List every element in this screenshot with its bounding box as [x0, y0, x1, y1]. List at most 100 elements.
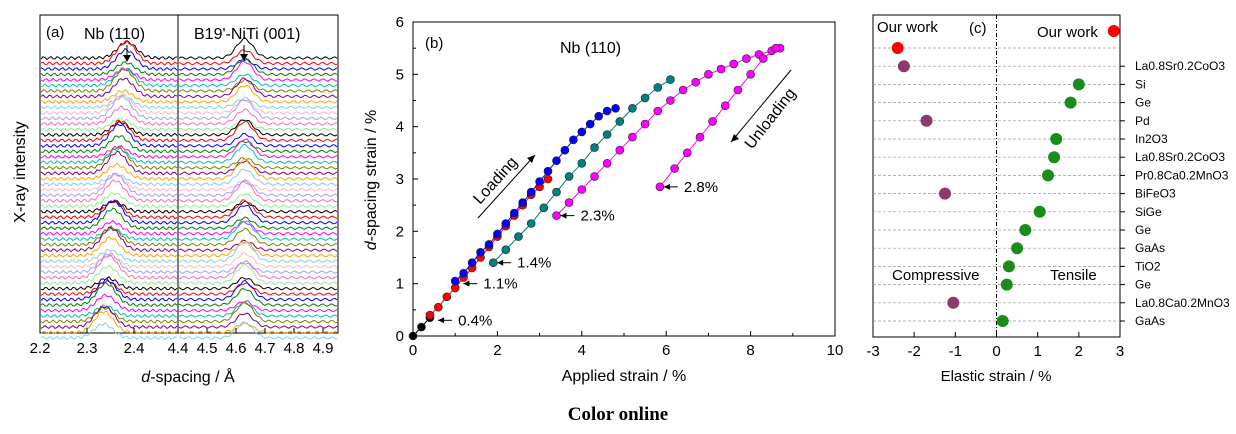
strain-point [1002, 260, 1015, 273]
row-label: Si [1135, 77, 1146, 91]
niti-spectrum-24 [178, 168, 337, 187]
panel-b-ylabel: d-spacing strain / % [363, 110, 380, 251]
panel-a-right-tick-label: 4.5 [197, 340, 218, 357]
data-point [493, 229, 502, 239]
strain-point [1019, 224, 1032, 236]
data-point [653, 106, 663, 116]
niti-spectrum-27 [178, 180, 338, 203]
data-point [602, 130, 612, 139]
data-point [467, 258, 477, 268]
unloading-arrowhead [731, 134, 739, 142]
niti-spectrum-52 [178, 321, 338, 340]
data-point [602, 159, 612, 168]
strain-point [947, 296, 960, 309]
row-label: TiO2 [1135, 259, 1161, 273]
panel-a: 2.2 2.3 2.4 4.4 4.5 4.6 4.7 4.8 4.9 (a) Nb (110)… [12, 14, 339, 386]
compressive-label: Compressive [892, 267, 980, 284]
data-point [577, 185, 587, 194]
panel-a-right-title: B19'-NiTi (001) [194, 26, 301, 43]
annotation-label: 2.8% [684, 179, 718, 196]
panel-b-annotations: 0.4% 1.1%1.4% 2.3% 2.8% [438, 179, 718, 329]
data-point [501, 245, 511, 254]
nb-spectrum-43 [40, 276, 178, 291]
data-point [526, 187, 536, 197]
data-point [666, 96, 675, 105]
data-point [771, 43, 781, 53]
panel-b-xtick-label: 6 [662, 342, 670, 359]
niti-spectrum-48 [178, 301, 338, 318]
data-point [695, 132, 705, 142]
panel-b-ytick-label: 3 [396, 171, 404, 188]
panel-a-ticks: 2.2 2.3 2.4 4.4 4.5 4.6 4.7 4.8 4.9 [30, 328, 334, 357]
panel-a-right-tick-label: 4.7 [255, 340, 276, 357]
data-point [459, 268, 468, 278]
row-label: Ge [1135, 96, 1151, 110]
niti-spectrum-49 [178, 301, 338, 324]
nb-spectrum-40 [40, 252, 178, 275]
panel-b-ytick-label: 2 [396, 223, 404, 240]
panel-a-right-tick-label: 4.6 [226, 340, 247, 357]
data-point [552, 187, 561, 197]
niti-spectrum-26 [178, 178, 338, 197]
data-point [691, 77, 701, 87]
data-point [611, 104, 620, 113]
niti-spectrum-47 [178, 300, 338, 313]
panel-a-right-frame [177, 14, 339, 334]
panel-a-xlabel-rest: -spacing / Å [150, 367, 235, 386]
strain-point [1033, 205, 1046, 218]
nb-spectrum-25 [40, 172, 178, 192]
row-label: Ge [1135, 223, 1151, 237]
strain-point [1048, 151, 1061, 164]
panel-a-left-title: Nb (110) [84, 26, 145, 43]
row-label: Ge [1135, 278, 1151, 292]
data-point [535, 177, 544, 186]
niti-spectrum-42 [178, 263, 338, 285]
panel-b-title: Nb (110) [560, 40, 621, 57]
annotation-label: 1.1% [483, 276, 517, 293]
panel-b-ytick-label: 1 [396, 276, 404, 293]
nb-spectrum-28 [40, 192, 178, 209]
niti-spectrum-37 [178, 241, 338, 258]
nb-spectrum-27 [40, 178, 178, 203]
nb-peak-arrowhead [123, 55, 131, 62]
data-point [628, 132, 637, 142]
row-label: La0.8Sr0.2CoO3 [1135, 150, 1225, 164]
nb-spectrum-9 [40, 89, 178, 105]
nb-spectrum-47 [40, 293, 178, 313]
data-point [484, 240, 494, 249]
niti-spectrum-11 [178, 98, 338, 115]
panel-b-xtick-label: 10 [827, 342, 844, 359]
row-label: La0.8Sr0.2CoO3 [1135, 59, 1225, 73]
strain-point [939, 187, 951, 200]
panel-c: -3 -2 -1 0 1 2 3 La0.8Sr0.2CoO3SiGePdIn2O3La0.… [866, 14, 1230, 385]
data-point [564, 198, 574, 207]
nb-spectrum-12 [40, 94, 178, 121]
loading-label: Loading [470, 154, 521, 208]
niti-spectrum-6 [178, 73, 338, 88]
annotation-label: 0.4% [458, 312, 492, 329]
data-point [670, 164, 679, 173]
niti-spectrum-36 [178, 239, 338, 252]
niti-spectrum-1 [178, 37, 338, 60]
data-point [442, 292, 452, 302]
nb-spectrum-11 [40, 92, 178, 116]
panel-b-ytick-label: 0 [396, 328, 404, 345]
panel-a-right-tick-label: 4.9 [313, 340, 334, 357]
data-point [585, 119, 595, 129]
data-point [640, 93, 650, 103]
data-point [425, 310, 435, 320]
data-point [577, 127, 587, 137]
niti-spectrum-8 [178, 77, 338, 99]
data-point [640, 119, 650, 129]
data-point [615, 145, 625, 155]
annotation-label: 1.4% [517, 255, 551, 272]
panel-b-xtick-label: 2 [493, 342, 501, 359]
data-point [590, 172, 599, 181]
niti-spectrum-25 [178, 179, 338, 192]
data-point [518, 198, 528, 207]
nb-spectrum-3 [40, 47, 178, 72]
niti-spectrum-17 [178, 132, 338, 148]
data-point [746, 70, 755, 79]
nb-spectrum-42 [40, 264, 178, 286]
